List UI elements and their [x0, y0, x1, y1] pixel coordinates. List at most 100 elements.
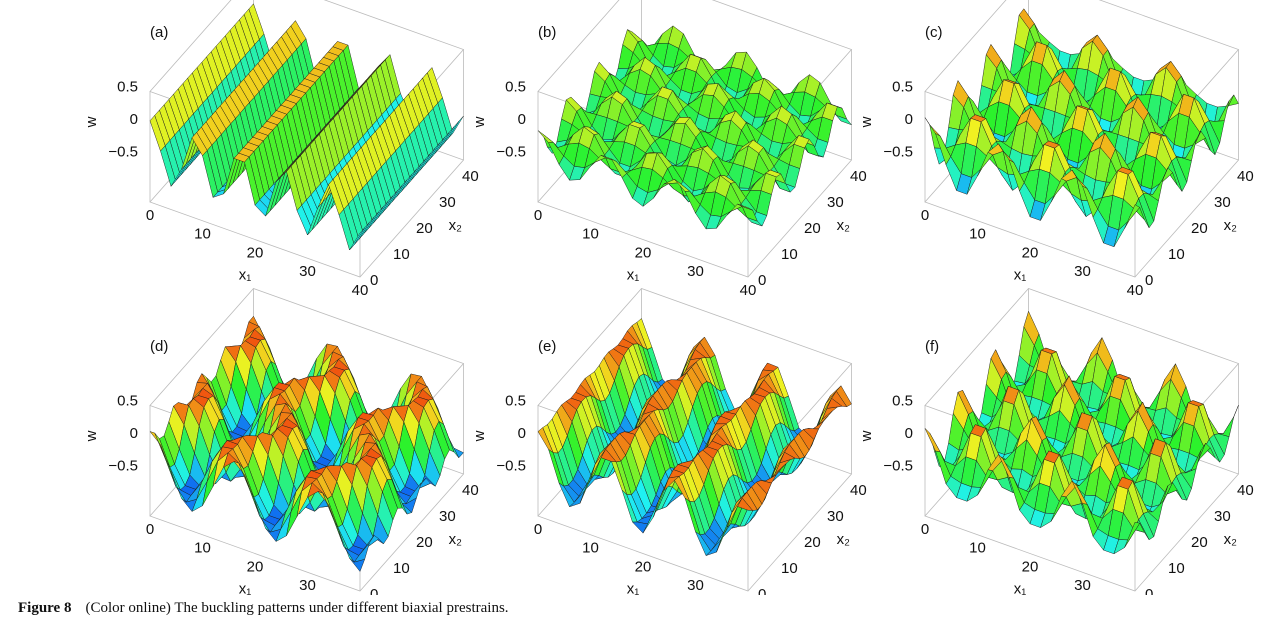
- x2-tick-label: 0: [370, 272, 378, 289]
- w-axis-label: w: [471, 430, 488, 442]
- w-tick-label: 0: [905, 425, 913, 442]
- x2-tick-label: 20: [1191, 534, 1208, 551]
- x2-tick-label: 40: [1237, 168, 1254, 185]
- x2-tick-label: 40: [462, 482, 479, 499]
- w-tick-label: −0.5: [496, 143, 526, 160]
- x2-axis-label: x₂: [449, 531, 463, 548]
- x1-tick-label: 10: [194, 540, 211, 557]
- x1-tick-label: 30: [299, 263, 316, 280]
- x2-tick-label: 30: [439, 508, 456, 525]
- w-axis-label: w: [83, 116, 100, 128]
- x2-axis-label: x₂: [837, 531, 851, 548]
- panel-label: (c): [925, 24, 943, 41]
- x1-tick-label: 20: [247, 558, 264, 575]
- x1-axis-label: x₁: [627, 266, 640, 283]
- panel-label: (a): [150, 24, 168, 41]
- x2-axis-label: x₂: [1224, 531, 1238, 548]
- x1-tick-label: 0: [921, 521, 929, 538]
- x2-tick-label: 30: [827, 508, 844, 525]
- x2-tick-label: 10: [393, 246, 410, 263]
- surface-patch: [1124, 204, 1141, 229]
- x1-tick-label: 30: [687, 263, 704, 280]
- x1-tick-label: 30: [687, 577, 704, 594]
- x2-axis-label: x₂: [1224, 217, 1238, 234]
- w-tick-label: 0: [130, 111, 138, 128]
- w-tick-label: 0.5: [117, 78, 138, 95]
- x2-tick-label: 40: [850, 168, 867, 185]
- x1-tick-label: 0: [146, 207, 154, 224]
- panel-label: (e): [538, 338, 556, 355]
- w-axis-label: w: [83, 430, 100, 442]
- x2-tick-label: 10: [781, 246, 798, 263]
- x2-tick-label: 30: [1214, 508, 1231, 525]
- x1-tick-label: 0: [146, 521, 154, 538]
- x1-tick-label: 20: [635, 558, 652, 575]
- panel-label: (b): [538, 24, 556, 41]
- x1-tick-label: 0: [921, 207, 929, 224]
- x1-axis-label: x₁: [1014, 580, 1027, 595]
- x1-tick-label: 10: [969, 226, 986, 243]
- x1-tick-label: 30: [1074, 577, 1091, 594]
- w-tick-label: 0.5: [117, 392, 138, 409]
- x2-tick-label: 0: [758, 586, 766, 595]
- x2-tick-label: 30: [827, 194, 844, 211]
- x1-tick-label: 10: [582, 226, 599, 243]
- x1-axis-label: x₁: [239, 580, 252, 595]
- panel: (c) 0.5 0 −0.5 w 0 10 20 30 40 x₁ 0 10 20 30 40 x₂: [858, 0, 1254, 299]
- panel-label: (f): [925, 338, 939, 355]
- surface-patch: [1218, 416, 1235, 437]
- x2-tick-label: 0: [1145, 586, 1153, 595]
- surface-patch: [349, 558, 366, 572]
- x1-axis-label: x₁: [627, 580, 640, 595]
- x1-tick-label: 20: [635, 244, 652, 261]
- x2-tick-label: 20: [416, 534, 433, 551]
- caption: Figure 8 (Color online) The buckling patt…: [18, 600, 509, 617]
- x2-tick-label: 10: [1168, 560, 1185, 577]
- w-tick-label: 0: [518, 111, 526, 128]
- x1-tick-label: 40: [740, 282, 757, 299]
- x1-tick-label: 30: [1074, 263, 1091, 280]
- surface-patch: [924, 428, 941, 453]
- w-tick-label: −0.5: [108, 457, 138, 474]
- x1-tick-label: 20: [247, 244, 264, 261]
- w-tick-label: −0.5: [496, 457, 526, 474]
- w-tick-label: 0.5: [505, 392, 526, 409]
- surface-patch: [349, 227, 365, 251]
- panel: (a) 0.5 0 −0.5 w 0 10 20 30 40 x₁ 0 10 20 30 40 x₂: [83, 0, 479, 299]
- caption-text: (Color online) The buckling patterns und…: [85, 600, 509, 616]
- x1-tick-label: 40: [352, 282, 369, 299]
- x2-tick-label: 10: [1168, 246, 1185, 263]
- x1-tick-label: 10: [582, 540, 599, 557]
- w-tick-label: −0.5: [883, 143, 913, 160]
- w-tick-label: 0: [518, 425, 526, 442]
- x2-tick-label: 20: [416, 220, 433, 237]
- x1-axis-label: x₁: [1014, 266, 1027, 283]
- x2-axis-label: x₂: [837, 217, 851, 234]
- w-axis-label: w: [858, 116, 875, 128]
- x2-tick-label: 40: [850, 482, 867, 499]
- x2-tick-label: 40: [462, 168, 479, 185]
- x2-tick-label: 20: [804, 220, 821, 237]
- x2-tick-label: 10: [393, 560, 410, 577]
- panel-label: (d): [150, 338, 168, 355]
- x1-tick-label: 10: [969, 540, 986, 557]
- w-tick-label: 0: [130, 425, 138, 442]
- x2-axis-label: x₂: [449, 217, 463, 234]
- x2-tick-label: 0: [370, 586, 378, 595]
- x1-tick-label: 20: [1022, 244, 1039, 261]
- w-tick-label: 0.5: [892, 392, 913, 409]
- caption-label: Figure 8: [18, 600, 72, 616]
- w-tick-label: 0.5: [892, 78, 913, 95]
- w-tick-label: −0.5: [883, 457, 913, 474]
- x2-tick-label: 0: [1145, 272, 1153, 289]
- x1-tick-label: 30: [299, 577, 316, 594]
- x1-tick-label: 10: [194, 226, 211, 243]
- w-axis-label: w: [471, 116, 488, 128]
- x2-tick-label: 10: [781, 560, 798, 577]
- w-tick-label: 0: [905, 111, 913, 128]
- x1-tick-label: 20: [1022, 558, 1039, 575]
- x2-tick-label: 20: [1191, 220, 1208, 237]
- w-axis-label: w: [858, 430, 875, 442]
